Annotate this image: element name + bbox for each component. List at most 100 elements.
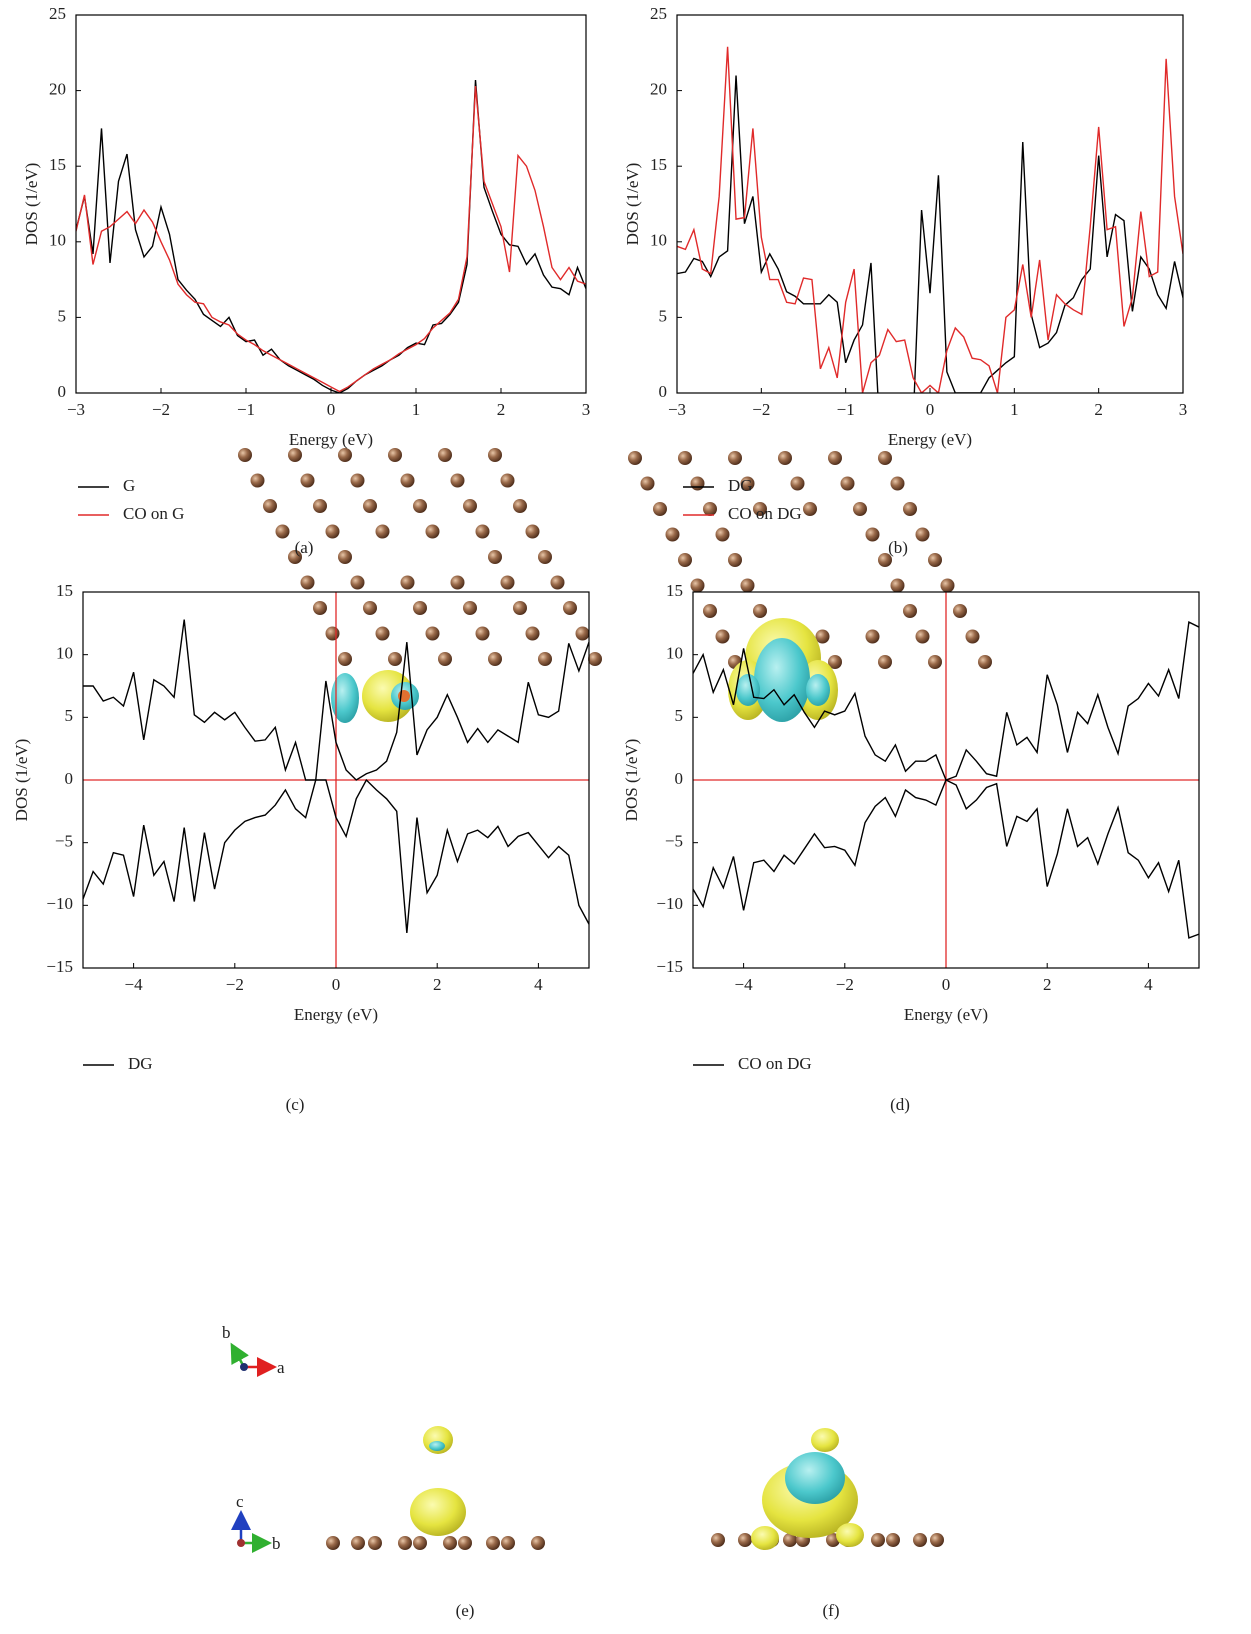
atom-c (486, 1536, 500, 1550)
atom-c (890, 476, 905, 491)
caption: (d) (890, 1095, 910, 1114)
y-tick-label: 25 (49, 4, 66, 23)
atom-c (740, 578, 755, 593)
x-tick-label: −2 (152, 400, 170, 419)
isosurface (736, 674, 760, 706)
legend-label: DG (128, 1054, 153, 1073)
isosurface (331, 673, 359, 723)
atom-c (978, 655, 992, 669)
x-tick-label: 3 (582, 400, 591, 419)
caption: (a) (295, 538, 314, 557)
y-tick-label: −10 (46, 894, 73, 913)
atom-c (783, 1533, 797, 1547)
atom-c (538, 550, 552, 564)
y-tick-label: 20 (650, 80, 667, 99)
axis-origin (240, 1363, 248, 1371)
y-tick-label: 10 (650, 231, 667, 250)
axis-letter: b (272, 1534, 281, 1553)
isosurface (410, 1488, 466, 1536)
atom-c (350, 473, 365, 488)
x-tick-label: 2 (497, 400, 506, 419)
x-tick-label: 2 (433, 975, 442, 994)
caption: (b) (888, 538, 908, 557)
series-line (693, 779, 1199, 939)
y-tick-label: 10 (56, 644, 73, 663)
atom-c (363, 601, 377, 615)
atom-c (753, 502, 767, 516)
atom-c (665, 527, 680, 542)
x-tick-label: −2 (226, 975, 244, 994)
x-tick-label: 0 (942, 975, 951, 994)
y-tick-label: 0 (675, 769, 684, 788)
atom-c (653, 502, 667, 516)
atom-c (300, 575, 315, 590)
x-tick-label: −3 (67, 400, 85, 419)
atom-c (803, 502, 817, 516)
x-tick-label: −2 (836, 975, 854, 994)
atom-c (550, 575, 565, 590)
y-axis-label: DOS (1/eV) (622, 739, 641, 822)
atom-c (363, 499, 377, 513)
isosurface (811, 1428, 839, 1452)
isosurface (429, 1441, 445, 1451)
atom-c (463, 601, 477, 615)
atom-c (388, 652, 402, 666)
atom-c (538, 652, 552, 666)
atom-c (563, 601, 577, 615)
axis-letter: a (277, 1358, 285, 1377)
legend-label: CO on DG (728, 504, 802, 523)
y-tick-label: 15 (56, 581, 73, 600)
x-axis-label: Energy (eV) (294, 1005, 378, 1024)
caption: (c) (286, 1095, 305, 1114)
atom-c (531, 1536, 545, 1550)
series-line (83, 619, 589, 781)
atom-c (965, 629, 980, 644)
y-tick-label: −15 (46, 957, 73, 976)
atom-c (413, 1536, 427, 1550)
atom-c (871, 1533, 885, 1547)
atom-c (928, 553, 942, 567)
atom-c (828, 655, 842, 669)
atom-c (338, 550, 352, 564)
atom-c (375, 524, 390, 539)
x-axis-label: Energy (eV) (289, 430, 373, 449)
atom-c (350, 575, 365, 590)
axis-letter: b (222, 1323, 231, 1342)
atom-c (443, 1536, 457, 1550)
atom-c (890, 578, 905, 593)
y-tick-label: 20 (49, 80, 66, 99)
atom-c (878, 553, 892, 567)
atom-c (250, 473, 265, 488)
x-tick-label: −1 (837, 400, 855, 419)
atom-c (388, 448, 402, 462)
x-tick-label: −3 (668, 400, 686, 419)
isosurface (836, 1523, 864, 1547)
y-tick-label: 5 (659, 306, 668, 325)
plot-frame (75, 14, 587, 394)
atom-c (575, 626, 590, 641)
y-tick-label: 10 (49, 231, 66, 250)
atom-c (375, 626, 390, 641)
atom-c (865, 527, 880, 542)
atom-c (886, 1533, 900, 1547)
series-line (677, 46, 1183, 393)
x-tick-label: −4 (735, 975, 754, 994)
atom-c (853, 502, 867, 516)
atom-c (488, 550, 502, 564)
x-tick-label: −4 (125, 975, 144, 994)
y-axis-label: DOS (1/eV) (623, 163, 642, 246)
atom-c (400, 473, 415, 488)
atom-c (728, 553, 742, 567)
x-tick-label: −1 (237, 400, 255, 419)
atom-c (463, 499, 477, 513)
atom-c (500, 575, 515, 590)
y-tick-label: 25 (650, 4, 667, 23)
y-tick-label: −5 (665, 832, 683, 851)
x-tick-label: 2 (1094, 400, 1103, 419)
atom-c (903, 604, 917, 618)
atom-c (313, 499, 327, 513)
y-tick-label: 10 (666, 644, 683, 663)
atom-c (865, 629, 880, 644)
atom-c (778, 451, 792, 465)
